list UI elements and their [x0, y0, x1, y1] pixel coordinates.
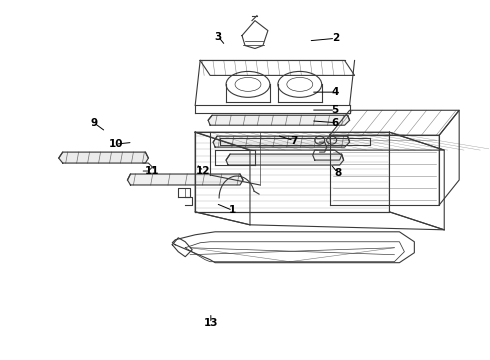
- Text: 2: 2: [332, 33, 339, 43]
- Text: 8: 8: [334, 168, 342, 178]
- Text: 4: 4: [332, 87, 339, 97]
- Polygon shape: [127, 174, 243, 185]
- Polygon shape: [213, 136, 349, 147]
- Text: 10: 10: [108, 139, 123, 149]
- Polygon shape: [59, 152, 148, 163]
- Text: 13: 13: [203, 319, 218, 328]
- Text: 5: 5: [332, 105, 339, 115]
- Text: 11: 11: [145, 166, 160, 176]
- Text: 1: 1: [229, 206, 236, 216]
- Text: 6: 6: [332, 118, 339, 128]
- Text: 12: 12: [196, 166, 211, 176]
- Text: 3: 3: [215, 32, 222, 41]
- Text: 9: 9: [90, 118, 97, 128]
- Polygon shape: [226, 154, 343, 165]
- Polygon shape: [208, 115, 349, 125]
- Text: 7: 7: [290, 136, 297, 145]
